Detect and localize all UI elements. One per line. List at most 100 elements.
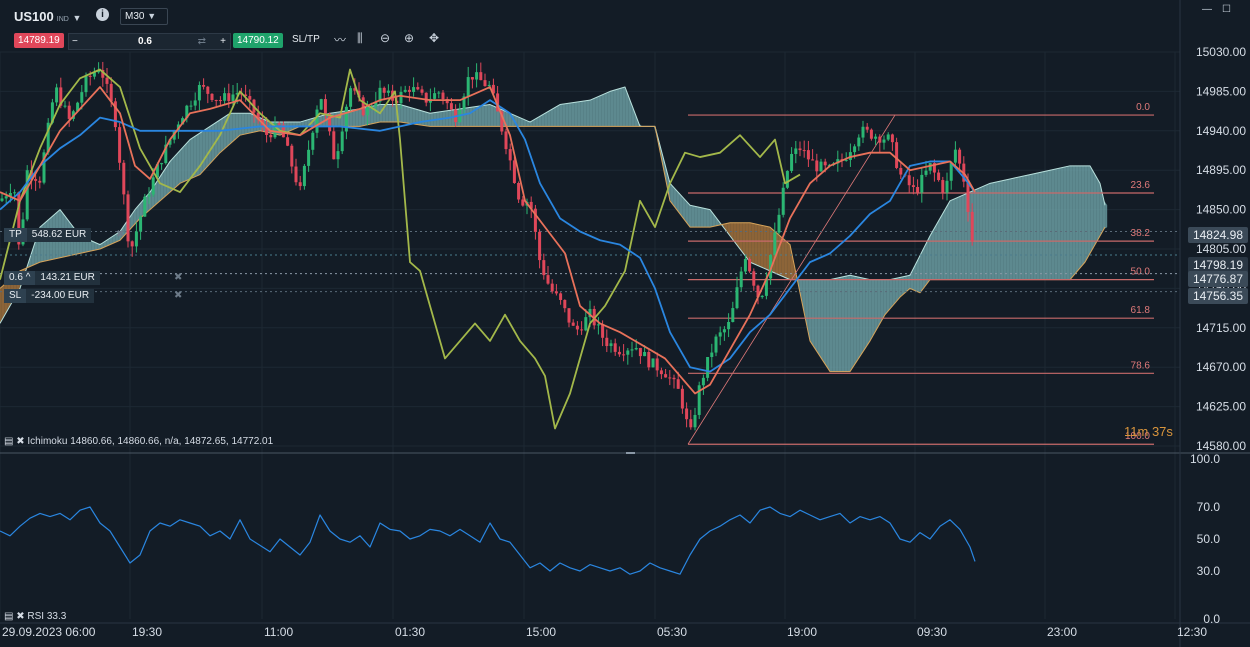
candle-body <box>210 93 214 101</box>
crosshair-icon[interactable]: ✥ <box>429 31 440 45</box>
ichimoku-legend[interactable]: ▤ ✖ Ichimoku 14860.66, 14860.66, n/a, 14… <box>4 436 273 447</box>
cloud-segment <box>959 194 964 280</box>
symbol-selector[interactable]: US100 IND ▼ <box>14 9 81 24</box>
settings-icon[interactable]: ▤ <box>4 436 14 447</box>
cloud-segment <box>953 197 958 280</box>
cloud-segment <box>581 100 586 127</box>
candle-body <box>134 231 138 247</box>
cloud-segment <box>584 100 589 127</box>
cloud-segment <box>692 205 697 228</box>
time-tick-label: 19:00 <box>787 625 818 639</box>
position-tag[interactable]: 0.6 ^ 143.21 EUR <box>4 271 100 285</box>
sl-close-icon[interactable]: ✖ <box>174 290 183 301</box>
close-icon[interactable]: ✖ <box>16 436 25 447</box>
grid-lines <box>0 51 1180 619</box>
cloud-segment <box>206 126 211 168</box>
candle-body <box>59 87 63 106</box>
sl-value: -234.00 EUR <box>26 289 95 303</box>
quantity-stepper[interactable]: − 0.6 ⇄ + <box>68 33 231 50</box>
cloud-segment <box>776 232 781 276</box>
candle-body <box>420 89 424 93</box>
settings-icon[interactable]: ▤ <box>4 611 14 622</box>
cloud-segment <box>884 279 889 316</box>
cloud-segment <box>872 279 877 337</box>
cloud-segment <box>590 98 595 127</box>
candle-body <box>571 322 575 326</box>
swap-icon[interactable]: ⇄ <box>197 36 206 47</box>
candle-body <box>916 186 920 193</box>
cloud-segment <box>944 203 949 280</box>
time-tick-label: 05:30 <box>657 625 688 639</box>
candle-body <box>924 170 928 175</box>
cloud-segment <box>1103 200 1108 230</box>
candle-body <box>680 388 684 409</box>
candle-body <box>601 324 605 338</box>
cloud-segment <box>593 96 598 127</box>
cloud-segment <box>203 128 208 171</box>
candle-body <box>504 131 508 150</box>
sltp-button[interactable]: SL/TP <box>292 34 320 45</box>
candle-body <box>80 92 84 103</box>
minimize-icon[interactable]: — <box>1202 4 1212 15</box>
line-chart-icon[interactable]: 〰 <box>334 33 347 47</box>
cloud-segment <box>1001 179 1006 280</box>
info-icon[interactable]: i <box>96 8 109 21</box>
buy-button[interactable]: 14790.12 <box>233 33 283 48</box>
candle-body <box>714 336 718 353</box>
zoom-in-icon[interactable]: ⊕ <box>404 31 415 45</box>
candle-body <box>911 185 915 187</box>
cloud-segment <box>470 106 475 127</box>
candle-body <box>55 87 59 103</box>
candle-body <box>206 86 210 94</box>
sell-button[interactable]: 14789.19 <box>14 33 64 48</box>
candle-body <box>806 150 810 160</box>
pane-resize-handle <box>626 452 635 454</box>
candle-body <box>899 167 903 175</box>
candle-body <box>214 100 218 102</box>
candle-body <box>67 105 71 119</box>
candles-icon[interactable]: ⫼ <box>357 31 363 45</box>
candle-body <box>752 271 756 286</box>
time-tick-label: 11:00 <box>264 625 294 639</box>
candle-body <box>378 87 382 102</box>
sl-order-tag[interactable]: SL -234.00 EUR <box>4 289 95 303</box>
candle-body <box>155 164 159 178</box>
tp-order-tag[interactable]: TP 548.62 EUR <box>4 228 92 242</box>
cloud-segment <box>188 137 193 180</box>
price-tick-label: 14895.00 <box>1196 163 1246 177</box>
cloud-segment <box>956 196 961 280</box>
candle-body <box>50 102 54 123</box>
quantity-value[interactable]: 0.6 <box>138 36 152 47</box>
cloud-segment <box>353 109 358 127</box>
cloud-segment <box>1034 172 1039 280</box>
candle-body <box>109 83 113 102</box>
minus-icon[interactable]: − <box>72 36 78 47</box>
cloud-segment <box>332 112 337 127</box>
candle-body <box>8 193 12 197</box>
price-tick-label: 14805.00 <box>1196 242 1246 256</box>
candle-body <box>328 113 332 132</box>
rsi-tick-label: 30.0 <box>1197 564 1221 578</box>
close-icon[interactable]: ✖ <box>16 611 25 622</box>
position-close-icon[interactable]: ✖ <box>174 272 183 283</box>
candle-body <box>92 72 96 77</box>
cloud-segment <box>176 149 181 187</box>
cloud-segment <box>983 184 988 280</box>
cloud-segment <box>1061 166 1066 280</box>
candle-body <box>907 175 911 186</box>
zoom-out-icon[interactable]: ⊖ <box>380 31 391 45</box>
rsi-legend[interactable]: ▤ ✖ RSI 33.3 <box>4 611 66 622</box>
timeframe-select[interactable]: M30 ▼ <box>120 8 168 25</box>
cloud-segment <box>755 223 760 267</box>
candle-body <box>84 75 88 93</box>
fib-level-label: 38.2 <box>1131 228 1151 239</box>
candle-body <box>122 162 126 195</box>
candle-body <box>932 163 936 173</box>
candle-body <box>958 149 962 164</box>
cloud-segment <box>890 278 895 309</box>
plus-icon[interactable]: + <box>220 36 226 47</box>
cloud-segment <box>392 104 397 123</box>
maximize-icon[interactable]: ☐ <box>1222 4 1231 15</box>
tp-close-icon[interactable]: ✖ <box>116 229 125 240</box>
